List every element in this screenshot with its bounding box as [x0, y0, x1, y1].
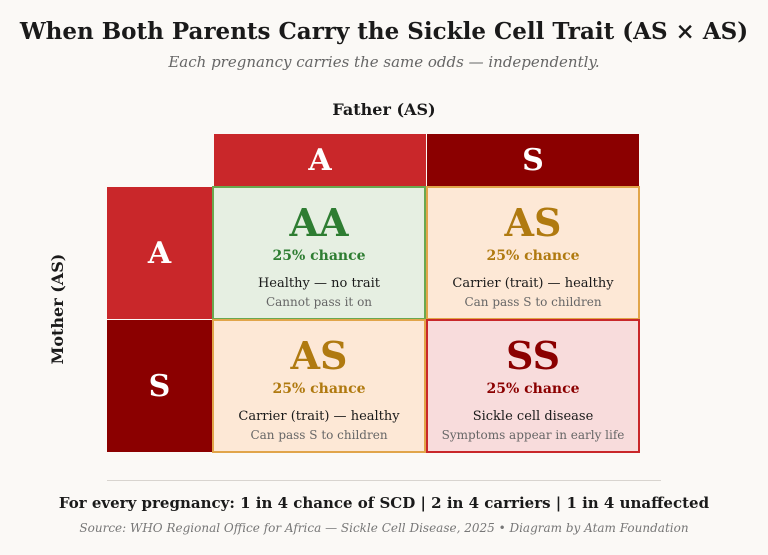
chance-label: 25% chance: [486, 248, 580, 264]
diagram-subtitle: Each pregnancy carries the same odds — i…: [168, 53, 600, 71]
note-label: Can pass S to children: [250, 428, 388, 442]
father-allele-a: A: [214, 134, 426, 186]
status-label: Carrier (trait) — healthy: [238, 409, 400, 424]
status-label: Sickle cell disease: [472, 409, 594, 424]
chance-label: 25% chance: [272, 381, 366, 397]
punnett-cell-aa: AA 25% chance Healthy — no trait Cannot …: [212, 186, 426, 320]
note-label: Can pass S to children: [464, 295, 602, 309]
diagram-title: When Both Parents Carry the Sickle Cell …: [19, 18, 749, 45]
note-label: Cannot pass it on: [265, 295, 373, 309]
genotype-label: SS: [505, 333, 561, 378]
mother-label: Mother (AS): [48, 253, 67, 365]
source-citation: Source: WHO Regional Office for Africa —…: [79, 521, 689, 535]
genotype-label: AA: [289, 200, 349, 245]
summary-text: For every pregnancy: 1 in 4 chance of SC…: [58, 494, 710, 512]
genotype-label: AS: [504, 200, 562, 245]
punnett-cell-as-top: AS 25% chance Carrier (trait) — healthy …: [426, 186, 640, 320]
mother-allele-a: A: [107, 187, 212, 319]
note-label: Symptoms appear in early life: [441, 428, 625, 442]
status-label: Carrier (trait) — healthy: [452, 276, 614, 291]
genotype-label: AS: [290, 333, 348, 378]
chance-label: 25% chance: [486, 381, 580, 397]
father-allele-s: S: [427, 134, 639, 186]
punnett-cell-ss: SS 25% chance Sickle cell disease Sympto…: [426, 319, 640, 453]
divider: [107, 480, 661, 481]
chance-label: 25% chance: [272, 248, 366, 264]
mother-allele-s: S: [107, 320, 212, 452]
status-label: Healthy — no trait: [257, 276, 381, 291]
punnett-cell-as-bottom: AS 25% chance Carrier (trait) — healthy …: [212, 319, 426, 453]
father-label: Father (AS): [332, 100, 436, 119]
